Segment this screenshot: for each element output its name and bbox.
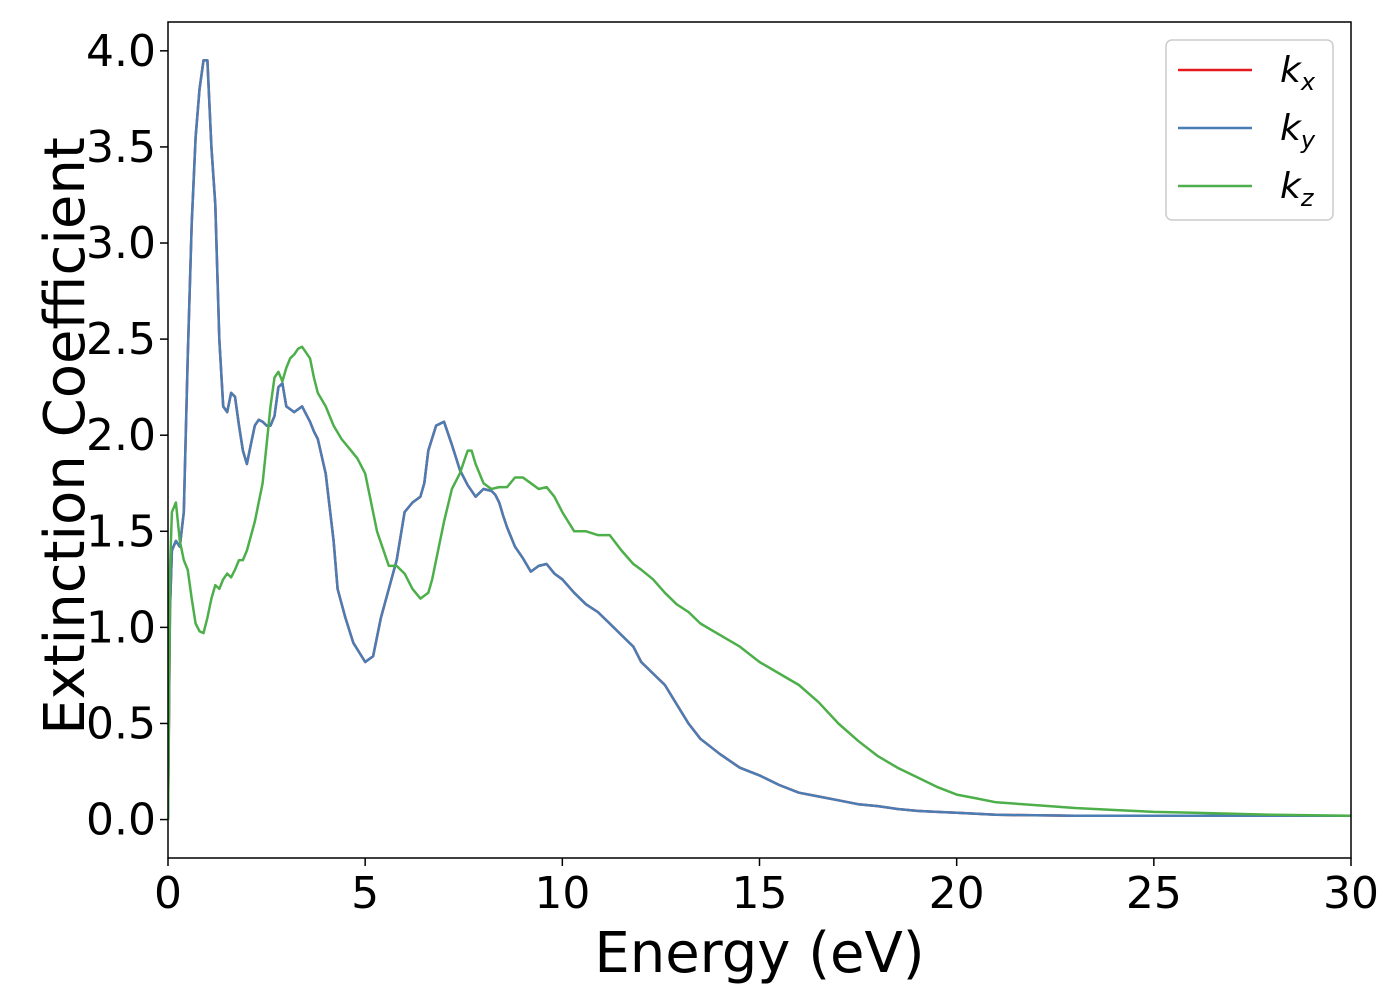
x-axis-ticks: 0 5 10 15 20 25 30 [154,858,1379,919]
x-tick-label: 30 [1323,868,1379,919]
legend-label-y: ky [1280,108,1316,154]
series-line-z [168,345,1351,820]
y-tick-label: 1.5 [86,506,156,557]
y-tick-label: 3.5 [86,122,156,173]
plot-lines [168,59,1351,820]
x-tick-label: 10 [534,868,590,919]
y-tick-label: 0.0 [86,795,156,846]
y-tick-label: 2.0 [86,410,156,461]
y-tick-label: 3.0 [86,218,156,269]
y-tick-label: 4.0 [86,26,156,77]
y-axis-title: Extinction Coefficient [33,137,98,735]
y-axis-ticks: 0.0 0.5 1.0 1.5 2.0 2.5 3.0 3.5 4.0 [86,26,168,846]
legend-label-z: kz [1280,166,1315,212]
x-axis-title: Energy (eV) [594,921,924,986]
legend-box [1165,39,1334,221]
x-tick-label: 25 [1126,868,1182,919]
x-tick-label: 0 [154,868,182,919]
x-tick-label: 20 [929,868,985,919]
y-tick-label: 1.0 [86,602,156,653]
legend-label-x: kx [1280,50,1316,96]
y-tick-label: 0.5 [86,698,156,749]
legend: kx ky kz [1165,39,1334,221]
y-tick-label: 2.5 [86,314,156,365]
x-tick-label: 15 [732,868,788,919]
x-tick-label: 5 [351,868,379,919]
series-line-y [168,59,1351,820]
